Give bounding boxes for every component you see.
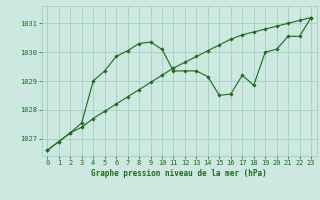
- X-axis label: Graphe pression niveau de la mer (hPa): Graphe pression niveau de la mer (hPa): [91, 169, 267, 178]
